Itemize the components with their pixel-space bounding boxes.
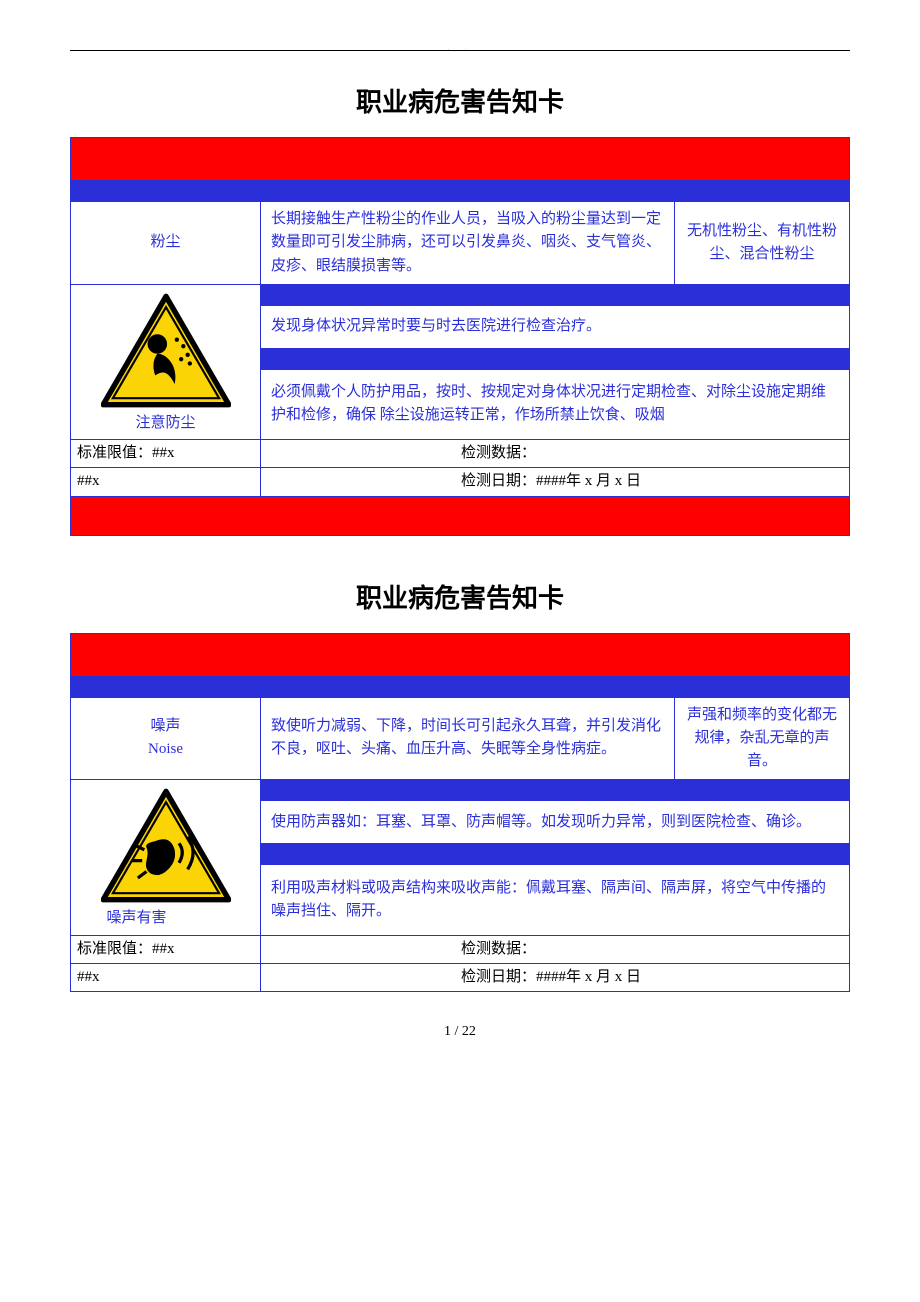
card1-icon-label: 注意防尘	[101, 412, 231, 435]
card2-meta-date: 检测日期：####年 x 月 x 日	[261, 963, 850, 991]
card2-action2: 利用吸声材料或吸声结构来吸收声能：佩戴耳塞、隔声间、隔声屏，将空气中传播的噪声挡…	[261, 865, 850, 935]
card2-meta-limit2: ##x	[71, 963, 261, 991]
card1-types: 无机性粉尘、有机性粉尘、混合性粉尘	[674, 202, 849, 285]
card1-action2: 必须佩戴个人防护用品，按时、按规定对身体状况进行定期检查、对除尘设施定期维护和检…	[261, 369, 850, 439]
card1-sep2	[261, 348, 850, 369]
card1-table: 粉尘 长期接触生产性粉尘的作业人员，当吸入的粉尘量达到一定数量即可引发尘肺病，还…	[70, 137, 850, 536]
header-rule	[70, 50, 850, 51]
card2-hazard-name-en: Noise	[77, 738, 254, 761]
card1-meta-date: 检测日期：####年 x 月 x 日	[261, 468, 850, 496]
card2-types: 声强和频率的变化都无规律，杂乱无章的声音。	[674, 697, 849, 780]
card2-red-top	[71, 633, 850, 676]
card2-icon-label: 噪声有害	[101, 907, 231, 930]
card2-hazard-name-cn: 噪声	[77, 715, 254, 738]
card1-sep1	[261, 284, 850, 305]
card1-action1: 发现身体状况异常时要与时去医院进行检查治疗。	[261, 305, 850, 348]
card1-head-right	[674, 181, 849, 202]
card1-warning-icon: 注意防尘	[101, 293, 231, 435]
card2-hazard-name: 噪声 Noise	[71, 697, 261, 780]
card1-title: 职业病危害告知卡	[70, 82, 850, 119]
card2-meta-data: 检测数据：	[261, 935, 850, 963]
card1-hazard-name: 粉尘	[71, 202, 261, 285]
card1-red-top	[71, 138, 850, 181]
card2-warning-icon: 噪声有害	[101, 788, 231, 930]
card1-head-left	[71, 181, 261, 202]
dust-warning-icon	[101, 293, 231, 408]
card1-red-bot	[71, 496, 850, 535]
card1-meta-data: 检测数据：	[261, 440, 850, 468]
document-page: . . 职业病危害告知卡 粉尘 长期接触生产性粉尘的作业人员，当吸入的粉尘量达到…	[70, 0, 850, 1070]
card2-sep2	[261, 844, 850, 865]
card2-table: 噪声 Noise 致使听力减弱、下降，时间长可引起永久耳聋，并引发消化不良，呕吐…	[70, 633, 850, 993]
card2-head-mid	[261, 676, 675, 697]
card1-hazard-name-cn: 粉尘	[77, 231, 254, 254]
card2-head-left	[71, 676, 261, 697]
card2-icon-cell: 噪声有害	[71, 780, 261, 935]
card2-meta-limit: 标准限值：##x	[71, 935, 261, 963]
card2-title: 职业病危害告知卡	[70, 578, 850, 615]
card2-head-right	[674, 676, 849, 697]
card2-sep1	[261, 780, 850, 801]
card2-effects: 致使听力减弱、下降，时间长可引起永久耳聋，并引发消化不良，呕吐、头痛、血压升高、…	[261, 697, 675, 780]
card1-meta-limit2: ##x	[71, 468, 261, 496]
page-number: 1 / 22	[70, 1024, 850, 1040]
card1-effects: 长期接触生产性粉尘的作业人员，当吸入的粉尘量达到一定数量即可引发尘肺病，还可以引…	[261, 202, 675, 285]
header-dots: . .	[70, 43, 850, 54]
card2-action1: 使用防声器如：耳塞、耳罩、防声帽等。如发现听力异常，则到医院检查、确诊。	[261, 801, 850, 844]
card1-head-mid	[261, 181, 675, 202]
card1-icon-cell: 注意防尘	[71, 284, 261, 439]
card1-meta-limit: 标准限值：##x	[71, 440, 261, 468]
noise-warning-icon	[101, 788, 231, 903]
